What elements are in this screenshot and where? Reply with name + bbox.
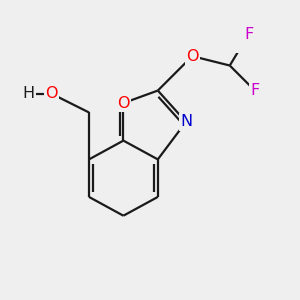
Text: O: O — [45, 86, 58, 101]
Text: F: F — [244, 27, 253, 42]
Text: H: H — [23, 86, 35, 101]
Text: O: O — [186, 49, 199, 64]
Text: N: N — [180, 114, 192, 129]
Text: O: O — [117, 96, 130, 111]
Text: F: F — [250, 83, 260, 98]
Text: H: H — [22, 86, 34, 101]
